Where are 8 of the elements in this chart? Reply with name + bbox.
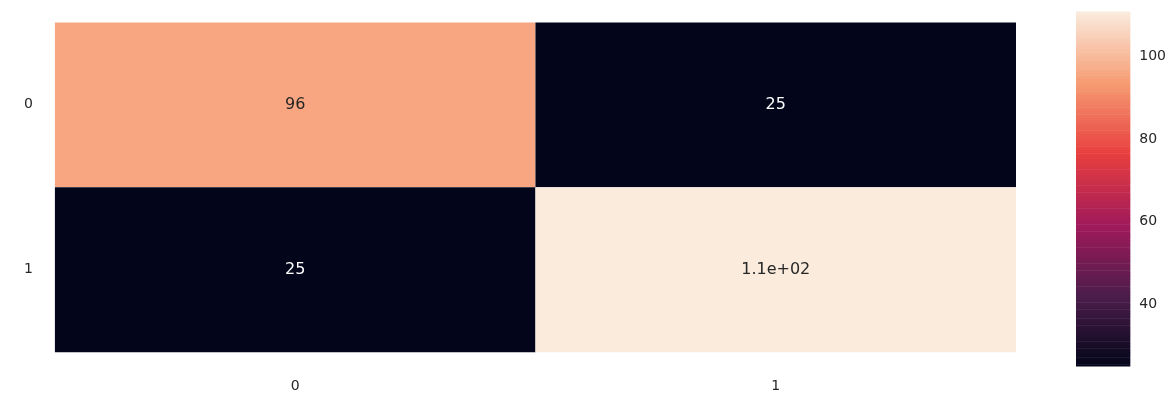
color-bar-label: 40	[1139, 294, 1158, 311]
data-label: 25	[765, 94, 786, 114]
color-bar-label: 60	[1139, 212, 1158, 229]
data-label: 25	[285, 258, 306, 278]
color-bar-label: 100	[1139, 47, 1167, 64]
color-bar-label: 80	[1139, 129, 1158, 146]
data-label: 1.1e+02	[741, 258, 811, 278]
data-label: 96	[285, 94, 306, 114]
